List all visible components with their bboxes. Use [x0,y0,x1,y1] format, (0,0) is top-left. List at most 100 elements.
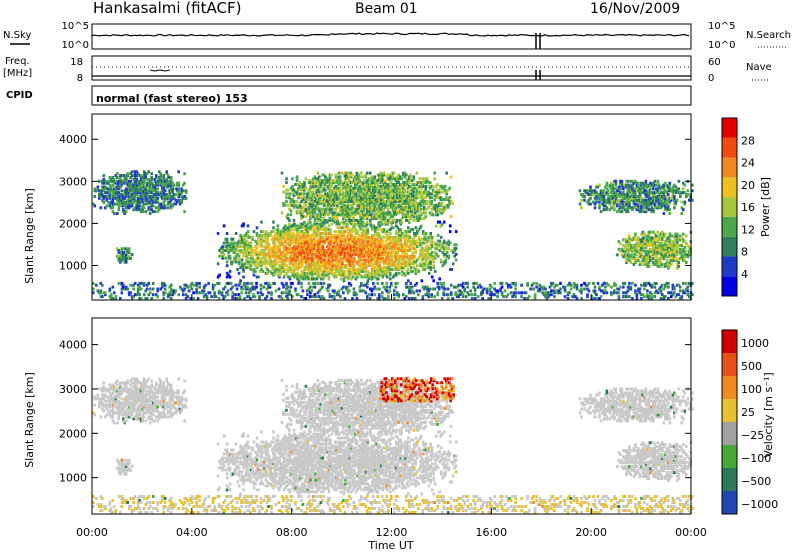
power-cell [375,181,378,185]
power-cell [451,250,455,254]
power-cell [421,201,425,205]
power-cell [293,264,296,268]
power-cell [400,183,404,186]
power-cell [599,210,603,214]
power-cell [394,203,398,207]
power-cell [622,187,625,191]
power-cell [317,224,320,228]
power-cell [336,258,340,262]
power-cell [365,258,368,262]
power-cell [379,201,383,205]
power-cell [419,226,422,230]
power-cell [641,247,645,251]
power-cell [310,190,314,194]
power-cell [351,275,355,279]
power-cell [362,258,365,262]
power-cell [320,252,323,256]
power-cell [221,245,224,249]
power-cell [356,268,359,271]
power-cell [242,268,245,271]
power-cell [312,245,316,249]
power-cell [387,256,391,260]
power-cell [646,204,649,208]
power-cell [614,191,618,195]
power-cell [372,192,375,196]
power-cell [360,245,364,249]
power-cell [127,196,131,200]
power-cell [344,264,347,268]
power-cell [102,174,106,178]
power-cell [448,196,451,200]
power-cell [300,211,303,215]
power-cell [240,239,244,243]
power-cell [319,181,323,185]
power-cell [393,235,397,239]
power-cell [347,239,350,243]
power-cell [626,183,630,187]
power-cell [148,200,152,204]
station-title: Hankasalmi (fitACF) [93,0,241,17]
power-cell [130,185,134,189]
power-cell [399,230,403,234]
power-cell [376,190,380,194]
power-cell [145,193,149,197]
power-cell [169,195,173,198]
power-cell [245,258,248,262]
power-cell [297,273,301,277]
power-cell [415,207,419,211]
power-cell [395,250,398,254]
power-cell [335,247,338,251]
power-cell [362,235,365,239]
power-cell [111,189,115,193]
power-cell [339,209,342,213]
power-cell [375,198,378,202]
power-cell [400,190,404,194]
power-cell [171,181,174,185]
power-cell [154,198,158,202]
power-cell [378,256,382,260]
power-cell [436,254,440,258]
power-cell [626,255,630,259]
power-cell [311,247,314,251]
power-cell [632,206,636,210]
power-cell [120,174,124,178]
power-cell [440,198,444,202]
power-cell [336,181,339,185]
power-cell [411,211,414,215]
power-cell [378,188,381,192]
power-cell [293,273,296,277]
power-cell [362,224,365,228]
power-cell [405,235,409,239]
power-cell [375,249,379,252]
power-cell [393,177,396,181]
power-cell [625,202,628,206]
power-cell [239,249,242,252]
power-cell [653,259,657,263]
power-cell [130,202,134,206]
power-cell [664,245,667,249]
power-cell [409,192,413,196]
power-cell [324,273,328,277]
power-cell [372,188,375,192]
power-cell [258,264,262,268]
power-cell [124,191,128,195]
power-cell [169,176,173,179]
power-cell [377,277,380,281]
power-cell [382,213,386,217]
power-cell [401,245,404,249]
power-cell [683,245,687,249]
power-cell [387,213,390,217]
power-cell [254,269,257,273]
power-cell [174,187,177,191]
power-cell [291,273,295,277]
power-cell [282,233,286,237]
power-cell [342,201,345,205]
power-cell [346,184,350,188]
power-cell [139,187,143,191]
power-cell [245,252,248,256]
power-cell [347,252,350,256]
power-cell [308,269,311,273]
power-cell [383,262,386,266]
power-cell [414,241,418,245]
power-cell [341,226,344,230]
